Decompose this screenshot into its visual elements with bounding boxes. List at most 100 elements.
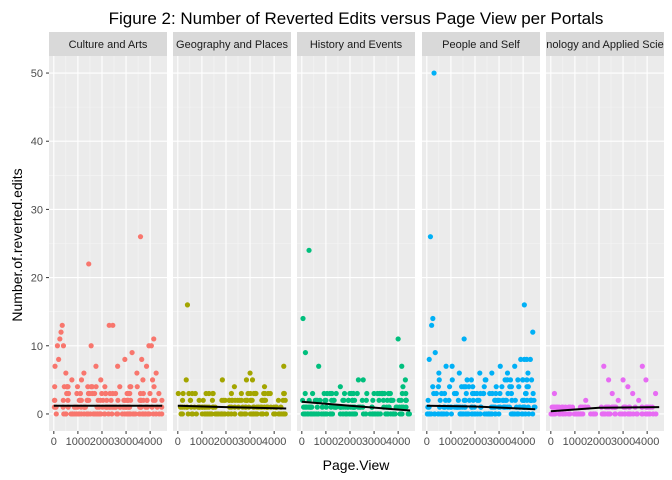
facet-panel: Geography and Places 0 1000 2000 3000 4000 — [173, 32, 291, 448]
data-point — [329, 390, 335, 397]
data-point — [196, 397, 202, 403]
data-point — [242, 397, 248, 403]
trend-line — [301, 400, 411, 412]
y-tick-label: 30 — [31, 204, 43, 216]
facet-strip-label: History and Events — [310, 39, 403, 51]
data-point — [282, 411, 288, 417]
data-point — [652, 390, 659, 397]
data-point — [134, 370, 140, 376]
data-point — [433, 390, 440, 397]
data-point — [306, 247, 312, 253]
data-point — [502, 377, 508, 383]
data-point — [139, 356, 145, 363]
data-point — [151, 336, 157, 342]
x-tick-label: 1000 — [439, 436, 463, 448]
data-point — [324, 411, 330, 417]
data-point — [99, 390, 105, 397]
data-point — [489, 390, 495, 397]
data-point — [374, 411, 380, 417]
x-tick-label: 0 — [299, 436, 305, 448]
data-point — [137, 390, 144, 397]
data-point — [93, 363, 99, 369]
data-point — [84, 411, 90, 417]
data-point — [300, 411, 306, 417]
data-point — [247, 370, 253, 376]
facet-strip-label: Culture and Arts — [69, 39, 148, 51]
data-point — [446, 397, 452, 403]
data-point — [143, 363, 150, 369]
data-point — [399, 363, 405, 369]
facet-panel: Technology and Applied Sciences 0 1000 2000… — [546, 32, 664, 448]
facet-strip-label: Geography and Places — [176, 39, 288, 51]
data-point — [109, 411, 115, 417]
data-point — [489, 370, 495, 376]
plot-title: Figure 2: Number of Reverted Edits versu… — [109, 9, 604, 28]
x-tick-label: 4000 — [262, 436, 286, 448]
data-point — [107, 390, 113, 397]
x-tick-label: 0 — [175, 436, 181, 448]
data-point — [521, 302, 527, 308]
data-point — [60, 343, 67, 349]
data-point — [97, 397, 104, 403]
data-point — [523, 390, 529, 397]
x-tick-label: 4000 — [635, 436, 659, 448]
data-point — [625, 384, 631, 390]
data-point — [471, 390, 477, 397]
data-point — [607, 411, 613, 417]
data-point — [200, 397, 206, 403]
x-tick-label: 1000 — [314, 436, 338, 448]
x-tick-label: 2000 — [214, 436, 238, 448]
data-point — [575, 411, 581, 417]
data-point — [524, 377, 530, 383]
data-point — [309, 404, 315, 410]
data-point — [503, 397, 510, 403]
data-point — [228, 390, 235, 397]
data-point — [225, 411, 232, 417]
data-point — [302, 349, 309, 356]
data-point — [193, 411, 200, 417]
data-point — [530, 329, 536, 335]
data-point — [85, 390, 92, 397]
data-point — [436, 377, 442, 383]
y-tick-label: 40 — [31, 136, 43, 148]
data-point — [93, 384, 99, 390]
data-point — [591, 411, 597, 417]
data-point — [481, 390, 487, 397]
data-point — [432, 349, 438, 356]
data-point — [431, 70, 437, 76]
x-tick-label: 0 — [424, 436, 430, 448]
facet-panel: History and Events 0 1000 2000 3000 4000 — [297, 32, 415, 448]
x-tick-label: 4000 — [138, 436, 162, 448]
data-point — [349, 397, 355, 403]
data-point — [374, 390, 381, 397]
data-point — [389, 397, 395, 403]
data-point — [314, 404, 320, 410]
data-point — [360, 411, 367, 417]
data-point — [427, 411, 433, 417]
data-point — [509, 397, 515, 403]
data-point — [74, 384, 81, 390]
data-point — [496, 411, 502, 417]
data-point — [343, 411, 350, 417]
data-point — [208, 411, 214, 417]
data-point — [456, 370, 462, 376]
x-tick-label: 3000 — [238, 436, 262, 448]
data-point — [153, 411, 159, 417]
x-tick-label: 1000 — [190, 436, 214, 448]
data-point — [388, 411, 394, 417]
data-point — [522, 411, 529, 417]
data-point — [54, 343, 61, 349]
data-point — [115, 411, 121, 417]
data-point — [551, 411, 557, 417]
data-point — [643, 377, 649, 383]
data-point — [78, 411, 84, 417]
data-point — [435, 384, 442, 390]
data-point — [492, 397, 498, 403]
y-tick-label: 10 — [31, 341, 43, 353]
x-tick-label: 1000 — [563, 436, 587, 448]
data-point — [102, 384, 108, 390]
data-point — [183, 377, 189, 383]
data-point — [106, 322, 112, 328]
data-point — [88, 343, 94, 349]
data-point — [560, 411, 566, 417]
